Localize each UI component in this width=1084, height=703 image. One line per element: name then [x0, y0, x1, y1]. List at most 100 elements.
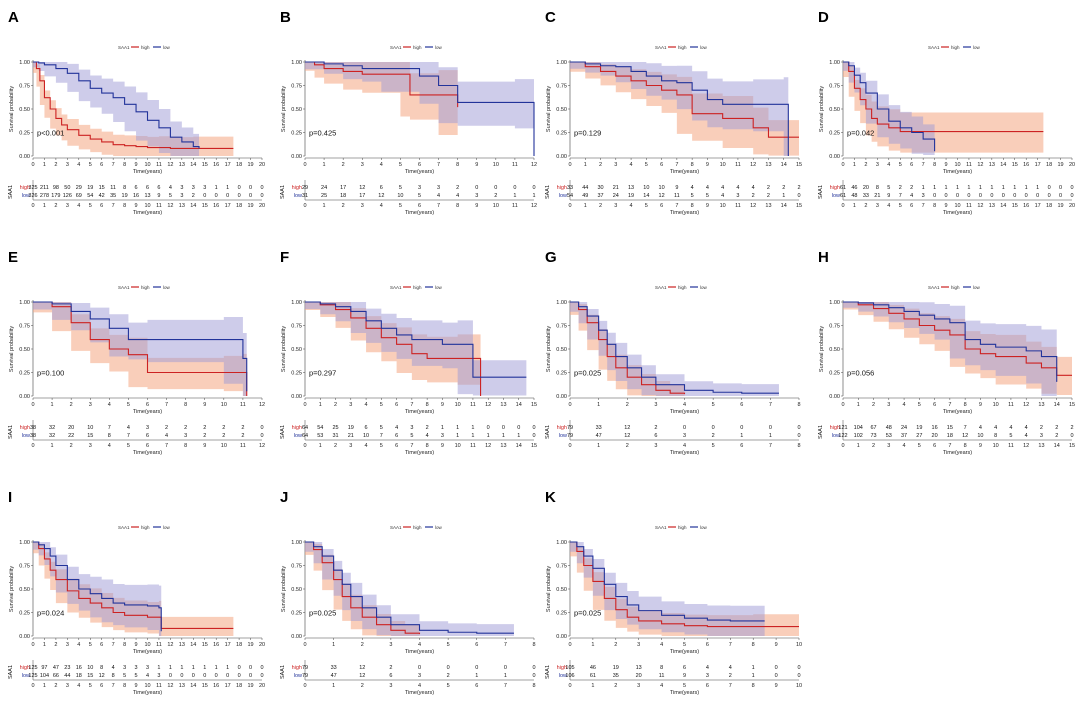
risk-low-count: 12 [99, 673, 105, 679]
x-tick-label: 6 [100, 642, 103, 648]
legend-high-label: high [141, 45, 150, 50]
risk-x-tick-label: 2 [334, 443, 337, 449]
risk-low-count: 0 [226, 673, 229, 679]
risk-high-count: 1 [979, 185, 982, 191]
risk-high-label: high [830, 185, 840, 191]
risk-x-tick-label: 2 [864, 203, 867, 209]
y-tick-label: 0.75 [556, 84, 567, 90]
risk-low-count: 53 [886, 433, 892, 439]
risk-x-tick-label: 18 [236, 203, 242, 209]
risk-x-tick-label: 4 [630, 203, 633, 209]
x-tick-label: 12 [167, 162, 173, 168]
low-ci-band [33, 62, 200, 156]
km-panel-e: E SAA1 high low 0.00 0.25 0.50 0.75 1.00 Survival… [8, 249, 265, 456]
risk-high-count: 0 [797, 425, 800, 431]
risk-high-count: 47 [53, 665, 59, 671]
risk-x-tick-label: 11 [156, 203, 162, 209]
risk-high-label: high [830, 425, 840, 431]
risk-x-tick-label: 2 [626, 443, 629, 449]
x-tick-label: 12 [167, 642, 173, 648]
risk-low-count: 0 [532, 433, 535, 439]
risk-x-tick-label: 13 [500, 443, 506, 449]
risk-high-count: 2 [1055, 425, 1058, 431]
risk-low-count: 0 [1048, 193, 1051, 199]
risk-high-count: 4 [729, 665, 732, 671]
y-tick-label: 0.50 [291, 347, 302, 353]
x-tick-label: 4 [380, 162, 383, 168]
x-tick-label: 6 [475, 642, 478, 648]
risk-x-tick-label: 8 [426, 443, 429, 449]
legend-title: SAA1 [390, 285, 402, 290]
risk-x-tick-label: 9 [203, 443, 206, 449]
x-tick-label: 2 [864, 162, 867, 168]
risk-x-tick-label: 12 [531, 203, 537, 209]
risk-low-count: 11 [674, 193, 680, 199]
x-tick-label: 4 [887, 162, 890, 168]
risk-low-count: 12 [359, 673, 365, 679]
x-tick-label: 6 [395, 402, 398, 408]
x-tick-label: 3 [361, 162, 364, 168]
p-value: p=0.425 [309, 128, 336, 137]
p-value: p=0.042 [847, 128, 874, 137]
risk-low-count: 4 [721, 193, 724, 199]
x-tick-label: 16 [213, 642, 219, 648]
x-tick-label: 17 [1035, 162, 1041, 168]
risk-high-count: 6 [365, 425, 368, 431]
risk-x-tick-label: 12 [167, 683, 173, 689]
legend-high-label: high [413, 45, 422, 50]
x-tick-label: 5 [89, 162, 92, 168]
risk-high-count: 1 [990, 185, 993, 191]
risk-high-count: 3 [437, 185, 440, 191]
risk-high-count: 4 [395, 425, 398, 431]
risk-x-tick-label: 1 [43, 203, 46, 209]
risk-x-tick-label: 3 [887, 443, 890, 449]
risk-high-count: 0 [260, 425, 263, 431]
x-tick-label: 4 [630, 162, 633, 168]
risk-low-count: 25 [321, 193, 327, 199]
risk-low-count: 0 [260, 193, 263, 199]
risk-low-count: 0 [532, 673, 535, 679]
y-tick-label: 1.00 [556, 540, 567, 546]
y-tick-label: 0.75 [291, 324, 302, 330]
x-tick-label: 5 [712, 402, 715, 408]
x-tick-label: 12 [485, 402, 491, 408]
risk-x-tick-label: 6 [660, 203, 663, 209]
risk-low-count: 1 [502, 433, 505, 439]
risk-x-tick-label: 11 [240, 443, 246, 449]
risk-high-count: 38 [30, 425, 36, 431]
x-tick-label: 12 [977, 162, 983, 168]
risk-x-tick-label: 7 [504, 683, 507, 689]
x-tick-label: 18 [236, 162, 242, 168]
risk-x-tick-label: 13 [1038, 443, 1044, 449]
y-tick-label: 0.50 [19, 107, 30, 113]
risk-low-count: 4 [1025, 433, 1028, 439]
risk-high-count: 1 [1036, 185, 1039, 191]
y-tick-label: 0.50 [19, 347, 30, 353]
risk-x-tick-label: 1 [857, 443, 860, 449]
risk-high-count: 6 [380, 185, 383, 191]
risk-high-count: 2 [456, 185, 459, 191]
x-axis-label: Time(years) [405, 649, 434, 655]
risk-low-count: 31 [302, 193, 308, 199]
risk-x-tick-label: 3 [89, 443, 92, 449]
risk-x-tick-label: 11 [470, 443, 476, 449]
risk-x-tick-label: 3 [361, 203, 364, 209]
risk-x-tick-label: 0 [568, 203, 571, 209]
risk-high-count: 3 [146, 665, 149, 671]
legend-high-label: high [951, 45, 960, 50]
y-tick-label: 0.00 [19, 634, 30, 640]
risk-low-label: low [294, 193, 302, 199]
risk-high-count: 0 [513, 185, 516, 191]
risk-x-tick-label: 1 [51, 443, 54, 449]
y-tick-label: 0.25 [829, 131, 840, 137]
risk-group-label: SAA1 [280, 665, 286, 679]
risk-low-count: 1 [475, 673, 478, 679]
x-tick-label: 9 [135, 162, 138, 168]
panel-label: F [280, 249, 289, 266]
risk-high-count: 4 [691, 185, 694, 191]
legend-low-label: low [435, 525, 443, 530]
risk-high-count: 104 [854, 425, 863, 431]
risk-high-count: 29 [302, 185, 308, 191]
risk-low-count: 0 [945, 193, 948, 199]
